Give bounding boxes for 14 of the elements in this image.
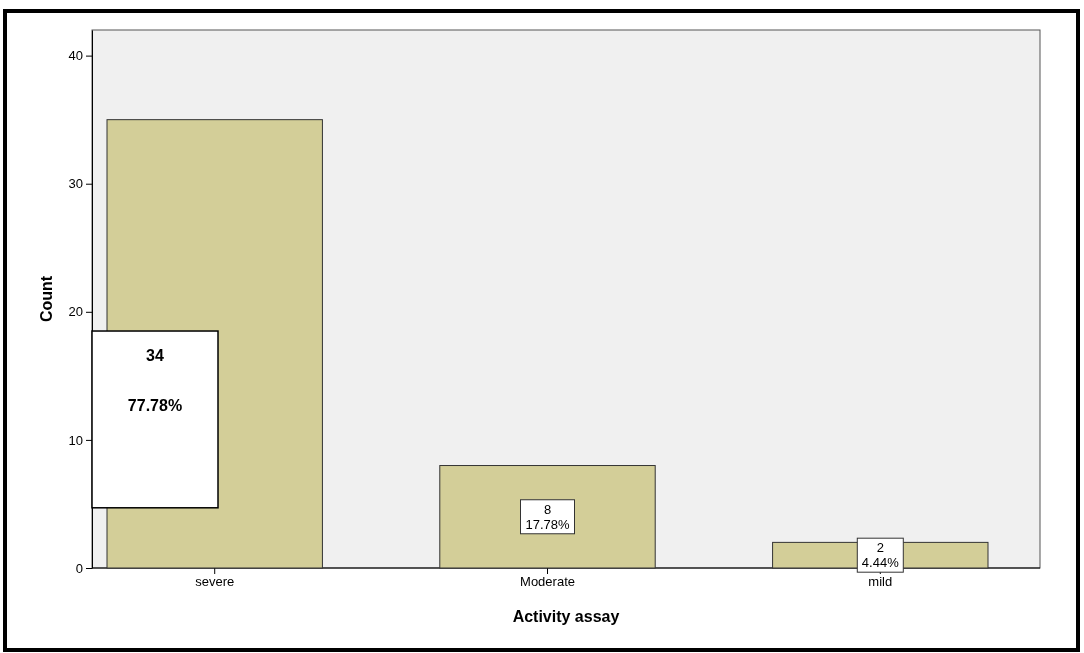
y-axis-title: Count: [38, 275, 55, 323]
data-label: 8 17.78%: [525, 501, 570, 532]
x-tick-label: mild: [868, 574, 893, 590]
y-tick-label: 0: [75, 560, 83, 576]
y-tick-label: 20: [68, 304, 83, 320]
x-axis-title: Activity assay: [512, 608, 620, 625]
x-tick-label: severe: [195, 574, 235, 590]
y-tick-label: 30: [68, 176, 83, 192]
x-tick-label: Moderate: [520, 574, 575, 590]
bar: [439, 465, 656, 569]
y-tick-label: 10: [68, 432, 83, 448]
y-tick-label: 40: [68, 48, 83, 64]
data-label: 2 4.44%: [861, 540, 900, 571]
note-box: 34 77.78%: [91, 330, 219, 509]
